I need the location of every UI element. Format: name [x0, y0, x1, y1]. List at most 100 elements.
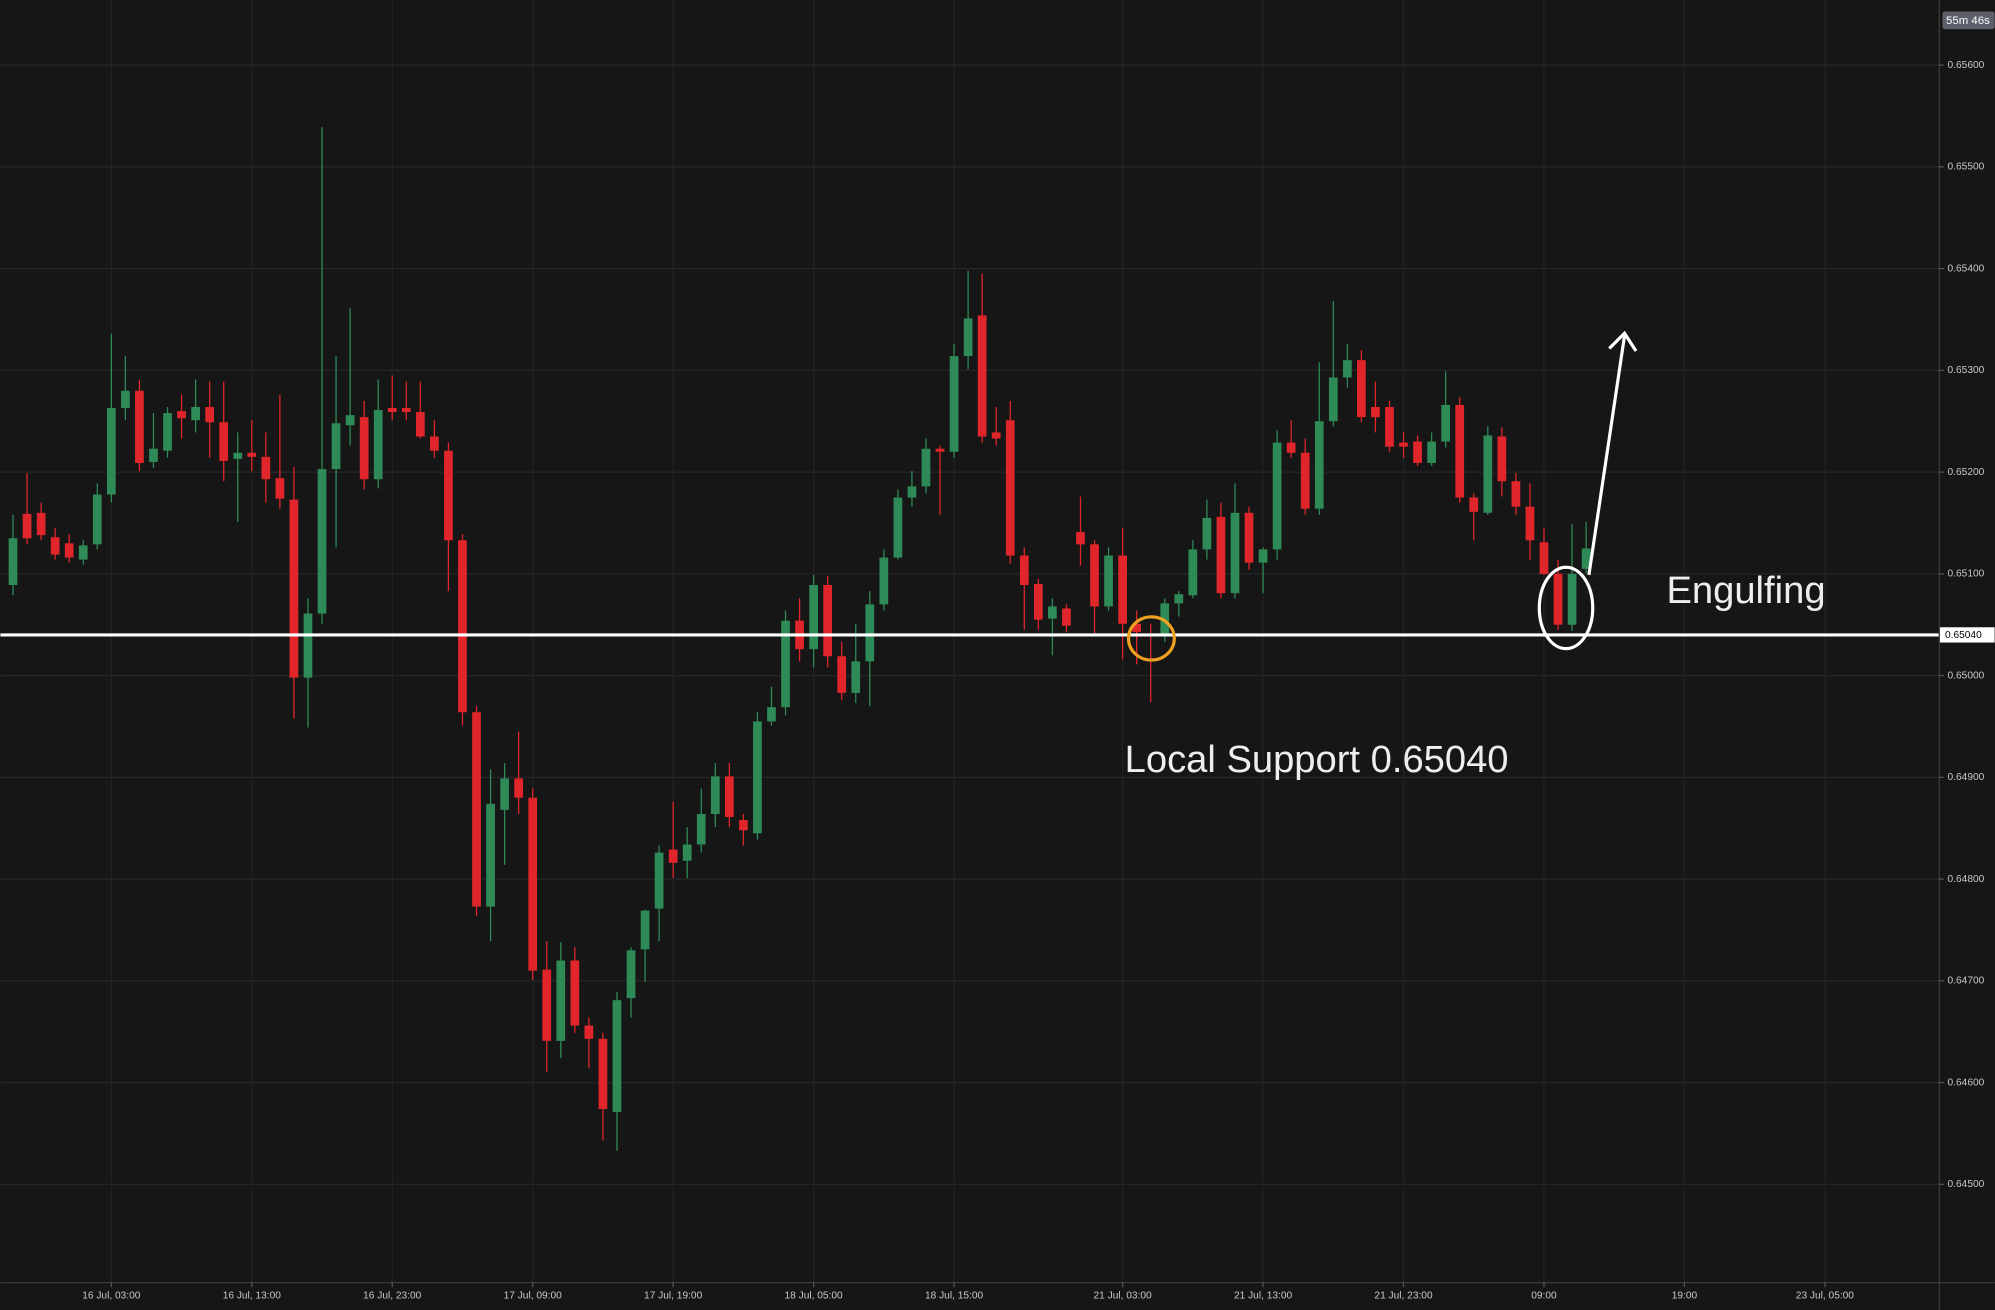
candle-body [387, 408, 397, 413]
candle-body [1076, 532, 1085, 545]
candle-body [682, 844, 692, 861]
y-tick-label: 0.65000 [1948, 670, 1985, 681]
candle-body [612, 1000, 622, 1113]
candle-body [1567, 573, 1577, 625]
candle-body [233, 452, 243, 459]
candle-body [500, 778, 509, 810]
candle-body [837, 656, 847, 693]
x-tick-label: 21 Jul, 13:00 [1234, 1291, 1293, 1302]
candle-body [247, 452, 257, 457]
candle-body [696, 813, 706, 845]
candle-body [739, 820, 748, 831]
y-tick-label: 0.65100 [1948, 569, 1985, 580]
x-tick-label: 21 Jul, 03:00 [1094, 1291, 1153, 1302]
candle-body [106, 408, 116, 495]
candle-body [753, 721, 762, 834]
x-tick-label: 16 Jul, 03:00 [82, 1291, 141, 1302]
candle-body [1427, 441, 1436, 463]
candle-body [865, 604, 875, 662]
candle-body [724, 776, 734, 818]
candle-body [1174, 594, 1184, 604]
candle-body [1539, 542, 1549, 574]
candle-body [1441, 404, 1451, 442]
candle-body [261, 456, 271, 480]
countdown-box [1942, 11, 1995, 30]
candle-body [149, 448, 158, 462]
x-tick-label: 21 Jul, 23:00 [1374, 1291, 1433, 1302]
candle-body [1469, 497, 1479, 512]
y-tick-label: 0.64700 [1948, 976, 1985, 987]
candle-body [584, 1025, 594, 1039]
candle-body [1300, 452, 1310, 509]
candle-body [444, 450, 453, 541]
candle-body [1385, 406, 1394, 447]
y-tick-label: 0.65600 [1948, 60, 1985, 71]
candle-body [991, 432, 1001, 439]
candle-body [1244, 512, 1254, 563]
candle-body [1581, 548, 1591, 569]
arrow-head [1608, 330, 1638, 352]
x-tick-label: 19:00 [1672, 1291, 1698, 1302]
candle-body [415, 412, 425, 437]
candle-body [219, 422, 229, 461]
candle-body [1399, 442, 1408, 447]
candle-body [767, 707, 776, 722]
candle-body [1033, 584, 1043, 620]
candle-body [1160, 603, 1170, 634]
candle-body [331, 423, 341, 470]
candle-body [1357, 360, 1366, 418]
y-tick-label: 0.64600 [1948, 1077, 1985, 1088]
candle-body [289, 499, 299, 678]
candle-body [977, 315, 987, 437]
candle-body [191, 406, 200, 421]
candle-body [135, 390, 144, 463]
support-price-label: 0.65040 [1945, 630, 1982, 641]
candle-body [851, 661, 861, 693]
candle-body [1272, 442, 1282, 550]
candle-body [1090, 544, 1099, 607]
candle-body [1048, 606, 1057, 619]
candle-body [8, 538, 18, 586]
candle-body [317, 469, 327, 614]
candle-body [1019, 555, 1029, 586]
candle-body [205, 406, 215, 423]
candle-body [1062, 608, 1071, 626]
y-tick-label: 0.64900 [1948, 772, 1985, 783]
candle-body [177, 411, 186, 419]
engulfing-ellipse [1537, 565, 1595, 651]
candle-body [1118, 555, 1127, 624]
candle-body [668, 849, 678, 863]
candle-body [92, 494, 102, 545]
candle-body [1005, 420, 1015, 556]
candle-body [1553, 573, 1563, 625]
candle-body [1371, 406, 1380, 418]
candle-body [1216, 516, 1226, 594]
candle-body [1497, 436, 1507, 482]
candle-body [781, 620, 790, 708]
candle-body [275, 478, 285, 499]
candle-body [1314, 421, 1324, 509]
candle-body [401, 408, 411, 413]
candles [0, 127, 1939, 1151]
candle-body [458, 540, 467, 713]
candle-body [654, 852, 664, 909]
candle-body [1286, 442, 1296, 453]
candle-body [1230, 512, 1240, 594]
candle-body [598, 1038, 608, 1110]
candle-body [78, 545, 88, 560]
candle-body [907, 486, 917, 498]
support-annotation: Local Support 0.65040 [1125, 738, 1509, 781]
arrow-shaft [1587, 335, 1627, 576]
x-tick-label: 16 Jul, 23:00 [363, 1291, 422, 1302]
engulfing-annotation: Engulfing [1666, 569, 1825, 612]
candle-body [22, 513, 32, 539]
candle-body [1188, 549, 1198, 596]
candle-body [345, 415, 355, 426]
x-tick-label: 17 Jul, 09:00 [504, 1291, 563, 1302]
candle-body [809, 585, 818, 650]
candle-body [36, 512, 46, 536]
y-tick-label: 0.65500 [1948, 162, 1985, 173]
